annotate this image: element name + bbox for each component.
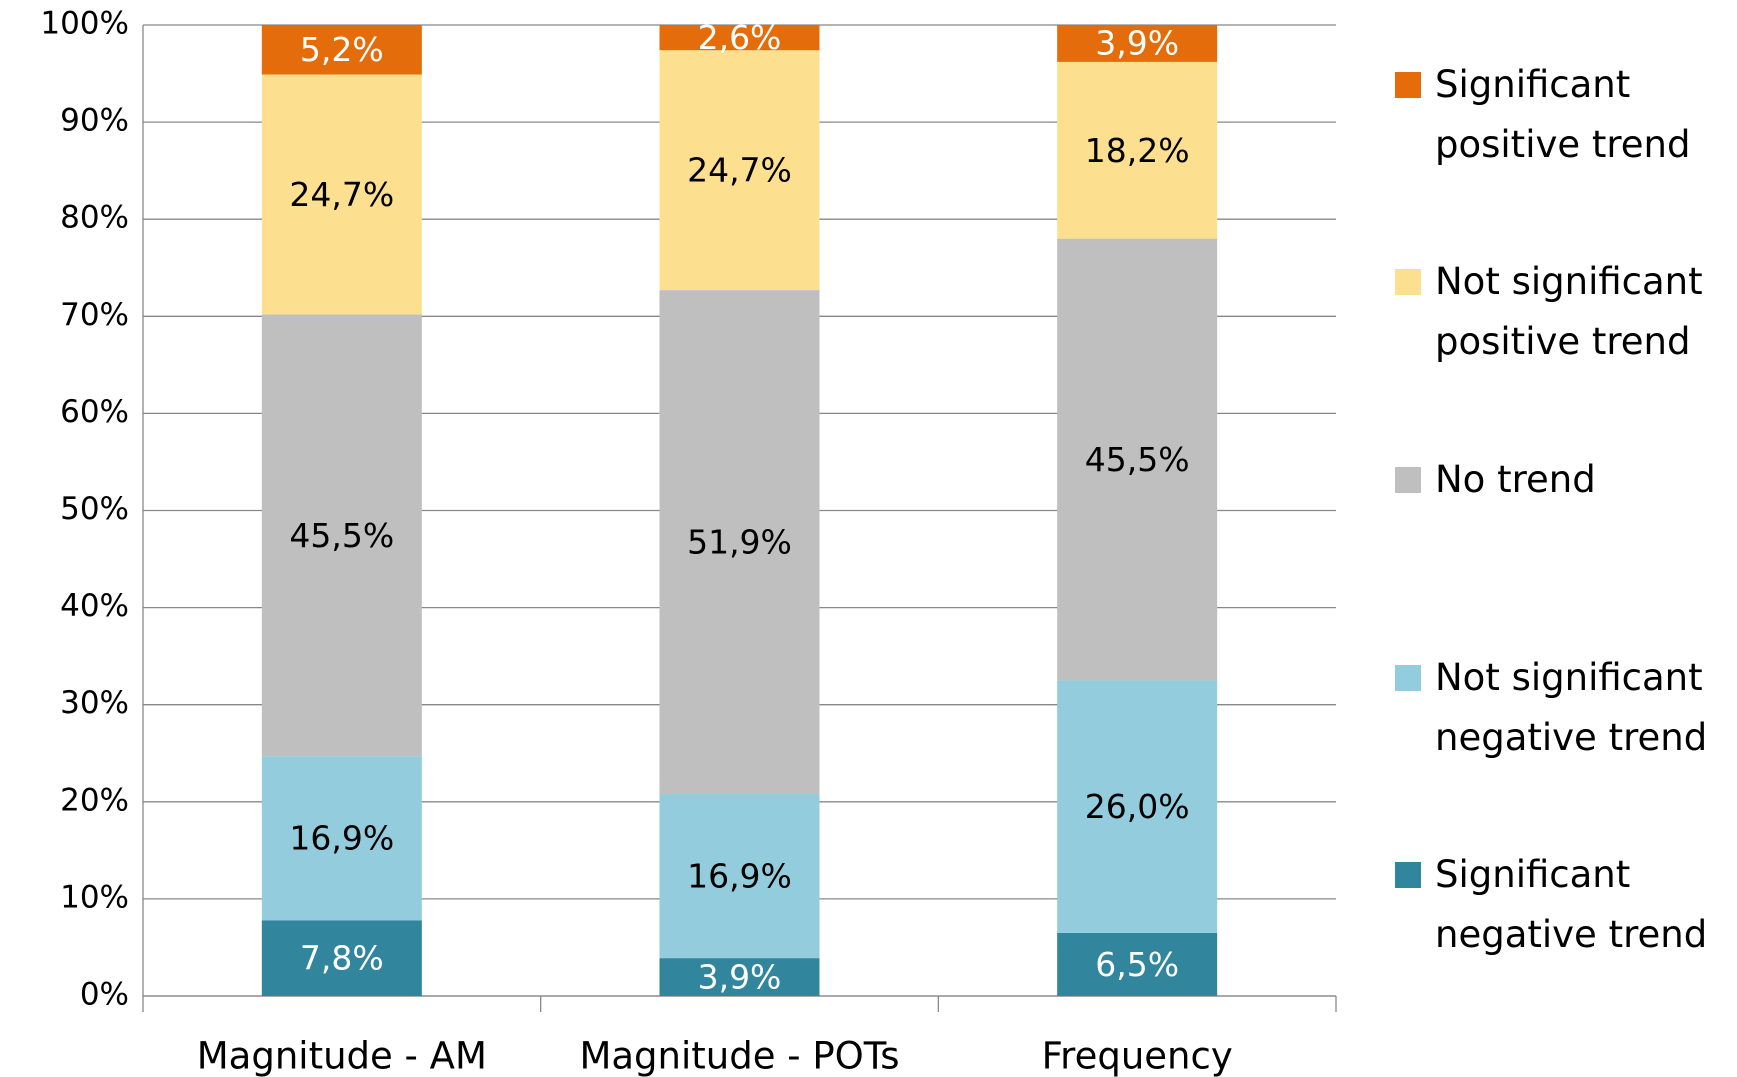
data-label: 45,5% (1085, 440, 1190, 479)
y-tick-label: 80% (60, 200, 129, 236)
bar-segment (659, 290, 820, 795)
legend-label: Significant positive trend (1435, 63, 1691, 166)
y-tick-label: 50% (60, 491, 129, 527)
data-label: 18,2% (1085, 131, 1190, 170)
y-tick-label: 100% (40, 6, 129, 42)
legend-item: Not significant negative trend (1395, 648, 1735, 768)
bar-segment (261, 920, 422, 996)
data-label: 24,7% (289, 175, 394, 214)
bar-segment (1057, 25, 1218, 62)
bar-segment (659, 50, 820, 291)
legend-item: Significant positive trend (1395, 55, 1735, 175)
y-tick-label: 30% (60, 685, 129, 721)
legend-swatch (1395, 72, 1421, 98)
bar-segment (261, 314, 422, 757)
data-label: 3,9% (698, 958, 782, 997)
y-tick-label: 60% (60, 394, 129, 430)
data-label: 45,5% (289, 516, 394, 555)
x-tick-label: Magnitude - POTs (579, 1035, 899, 1077)
legend-label: Not significant positive trend (1435, 260, 1703, 363)
bar-segment (261, 74, 422, 315)
legend-item: Significant negative trend (1395, 845, 1735, 965)
bar-segment (659, 958, 820, 996)
bar-segment (1057, 61, 1218, 239)
data-label: 7,8% (300, 939, 384, 978)
data-label: 3,9% (1095, 23, 1179, 62)
data-label: 6,5% (1095, 945, 1179, 984)
y-tick-label: 20% (60, 782, 129, 818)
bar-segment (1057, 932, 1218, 996)
legend-item: No trend (1395, 450, 1735, 510)
data-label: 5,2% (300, 30, 384, 69)
bar-segment (261, 25, 422, 75)
x-tick-label: Magnitude - AM (197, 1035, 487, 1077)
data-label: 51,9% (687, 523, 792, 562)
y-tick-label: 70% (60, 297, 129, 333)
bar-segment (1057, 680, 1218, 933)
bar-segment (659, 794, 820, 959)
legend-swatch (1395, 665, 1421, 691)
legend-label: No trend (1435, 458, 1596, 501)
bar-segment (261, 756, 422, 921)
y-tick-label: 40% (60, 588, 129, 624)
legend-swatch (1395, 269, 1421, 295)
legend-swatch (1395, 467, 1421, 493)
legend-label: Significant negative trend (1435, 853, 1708, 956)
y-tick-label: 0% (80, 977, 129, 1013)
bar-segment (1057, 238, 1218, 681)
data-label: 2,6% (698, 18, 782, 57)
y-tick-label: 90% (60, 103, 129, 139)
data-label: 26,0% (1085, 787, 1190, 826)
data-label: 16,9% (687, 857, 792, 896)
x-tick-label: Frequency (1042, 1035, 1233, 1077)
legend-label: Not significant negative trend (1435, 656, 1708, 759)
bar-segment (659, 25, 820, 51)
y-tick-label: 10% (60, 879, 129, 915)
legend-item: Not significant positive trend (1395, 252, 1735, 372)
data-label: 24,7% (687, 151, 792, 190)
legend-swatch (1395, 862, 1421, 888)
data-label: 16,9% (289, 819, 394, 858)
